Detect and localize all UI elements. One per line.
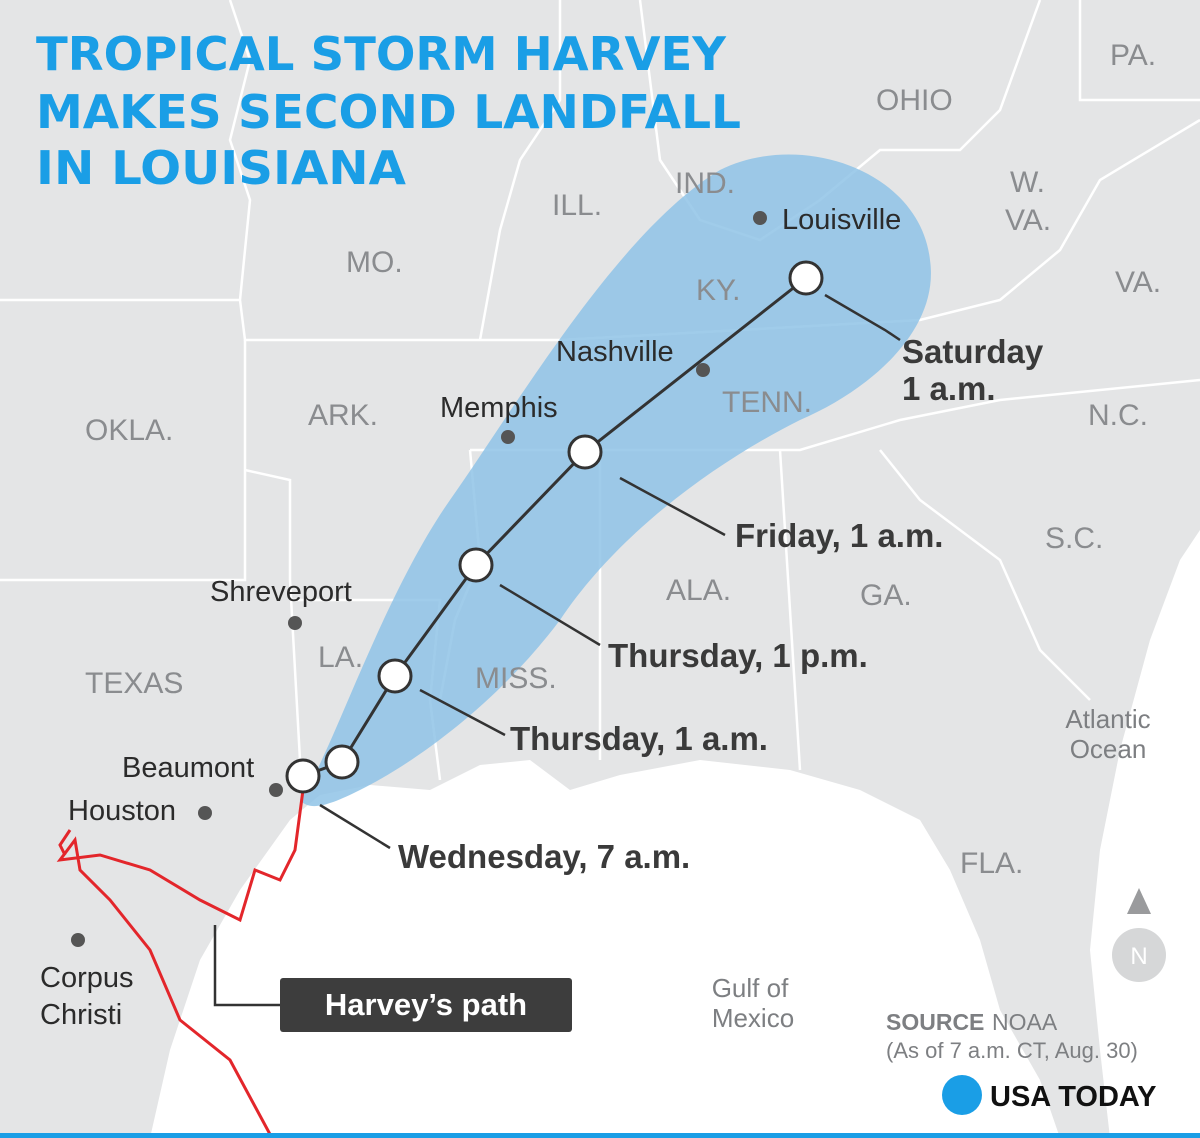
border	[470, 378, 1200, 771]
leader-line	[319, 803, 391, 850]
water-label: Atlantic	[1065, 704, 1150, 734]
city-dot	[288, 616, 302, 630]
city-label: Nashville	[556, 336, 674, 368]
compass-arrow	[1127, 888, 1151, 914]
city-dot	[198, 806, 212, 820]
state-label: N.C.	[1088, 399, 1148, 432]
forecast-label: Thursday, 1 p.m.	[608, 637, 868, 674]
water-label: Mexico	[712, 1003, 794, 1033]
state-label: ALA.	[666, 574, 731, 607]
state-label: GA.	[860, 579, 912, 612]
state-labels: PA. OHIO IND. ILL. MO. KY. W. VA. VA. OK…	[85, 39, 1161, 880]
title-line: IN LOUISIANA	[36, 141, 406, 195]
state-label: TEXAS	[85, 667, 183, 700]
state-label: KY.	[696, 274, 741, 307]
atlantic-water	[1090, 530, 1200, 1138]
leader-line	[213, 925, 280, 1007]
forecast-cone	[300, 154, 931, 807]
water-label: Ocean	[1070, 734, 1147, 764]
leader-line	[499, 583, 601, 647]
city-label: Corpus	[40, 962, 134, 994]
state-label: OKLA.	[85, 414, 173, 447]
gulf-water	[150, 760, 1060, 1138]
state-label: IND.	[675, 167, 735, 200]
source-note: (As of 7 a.m. CT, Aug. 30)	[886, 1038, 1138, 1063]
state-label: OHIO	[876, 84, 953, 117]
forecast-points	[285, 260, 824, 794]
leader-line	[824, 293, 901, 342]
state-label: ILL.	[552, 189, 602, 222]
state-label: S.C.	[1045, 522, 1103, 555]
forecast-point	[285, 758, 321, 794]
water-label: Gulf of	[712, 973, 789, 1003]
state-label: PA.	[1110, 39, 1156, 72]
forecast-label: Friday, 1 a.m.	[735, 517, 943, 554]
state-label: W.	[1010, 166, 1045, 199]
city-label: Memphis	[440, 392, 558, 424]
city-label: Christi	[40, 999, 122, 1031]
state-label: MO.	[346, 246, 403, 279]
city-dot	[753, 211, 767, 225]
leader-line	[419, 688, 506, 737]
state-label: TENN.	[722, 386, 812, 419]
forecast-labels: Saturday 1 a.m. Friday, 1 a.m. Thursday,…	[398, 333, 1044, 875]
forecast-label: 1 a.m.	[902, 370, 996, 407]
forecast-label: Wednesday, 7 a.m.	[398, 838, 690, 875]
title-line: MAKES SECOND LANDFALL	[36, 85, 741, 139]
city-label: Beaumont	[122, 752, 254, 784]
city-dot	[71, 933, 85, 947]
border	[0, 0, 560, 342]
forecast-point	[567, 434, 603, 470]
bottom-rule	[0, 1133, 1200, 1138]
state-label: FLA.	[960, 847, 1023, 880]
legend-label: Harvey’s path	[325, 987, 527, 1022]
state-label: VA.	[1005, 204, 1051, 237]
city-label: Houston	[68, 795, 176, 827]
city-label: Louisville	[782, 204, 901, 236]
brand: USA TODAY	[990, 1081, 1157, 1113]
city-dots	[71, 211, 767, 947]
city-dot	[269, 783, 283, 797]
compass-label: N	[1130, 943, 1147, 970]
harvey-path-start	[58, 829, 72, 856]
forecast-point	[788, 260, 824, 296]
city-label: Shreveport	[210, 576, 352, 608]
forecast-label: Saturday	[902, 333, 1044, 370]
city-labels: Louisville Nashville Memphis Shreveport …	[40, 204, 901, 1031]
forecast-point	[377, 658, 413, 694]
title-line: TROPICAL STORM HARVEY	[36, 27, 727, 81]
city-dot	[696, 363, 710, 377]
brand-logo	[942, 1075, 982, 1115]
source-label: SOURCE	[886, 1009, 984, 1035]
forecast-point	[324, 744, 360, 780]
state-label: MISS.	[475, 662, 557, 695]
leaders	[213, 293, 901, 1007]
legend-box	[280, 978, 572, 1032]
border	[0, 340, 302, 761]
state-label: VA.	[1115, 266, 1161, 299]
city-dot	[501, 430, 515, 444]
source-name: NOAA	[992, 1009, 1058, 1035]
compass-circle	[1112, 928, 1166, 982]
harvey-path	[56, 789, 305, 1138]
forecast-label: Thursday, 1 a.m.	[510, 720, 768, 757]
leader-line	[619, 476, 726, 537]
state-label: ARK.	[308, 399, 378, 432]
forecast-point	[458, 547, 494, 583]
state-label: LA.	[318, 641, 363, 674]
